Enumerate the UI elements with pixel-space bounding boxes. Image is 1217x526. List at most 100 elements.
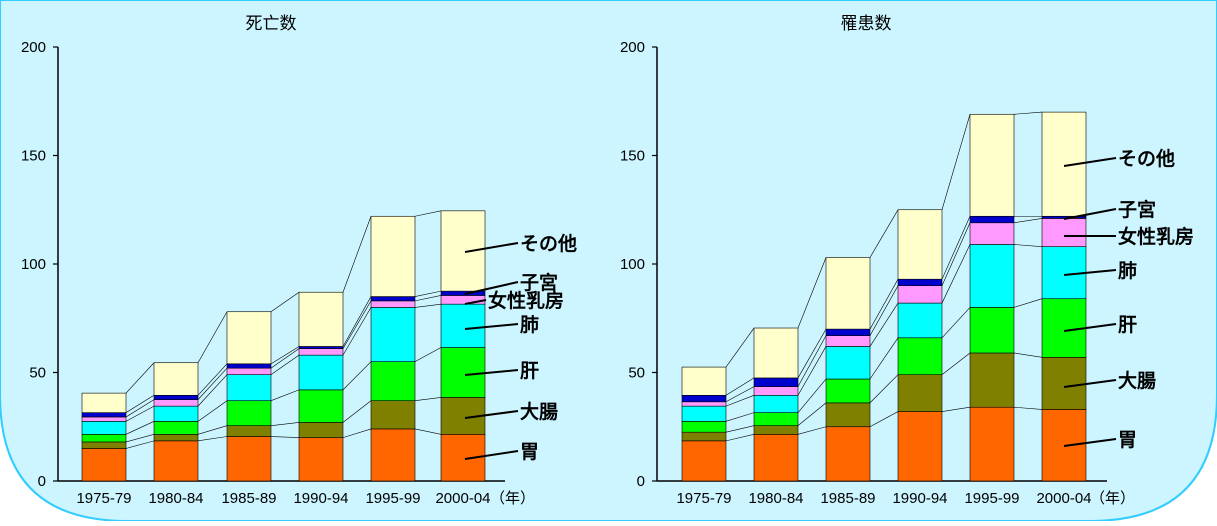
bar-segment: [370, 296, 416, 302]
bar-segment: [226, 400, 272, 426]
bar-segment: [153, 434, 199, 442]
connector-line: [342, 307, 372, 356]
bar-segment: [825, 426, 871, 482]
bar-segment: [681, 394, 727, 403]
bar-segment: [825, 335, 871, 347]
connector-line: [797, 335, 827, 387]
connector-line: [797, 402, 827, 426]
series-label: 肝: [1118, 314, 1137, 336]
bar-segment: [153, 399, 199, 407]
series-label: 女性乳房: [1118, 225, 1194, 248]
connector-line: [869, 411, 899, 428]
connector-line: [941, 406, 971, 412]
legend-pointer: [464, 410, 519, 419]
bar-segment: [825, 402, 871, 428]
bar-segment: [153, 362, 199, 396]
bar-segment: [440, 347, 486, 398]
y-tick-label: 0: [637, 473, 645, 490]
connector-line: [1013, 244, 1043, 247]
connector-line: [941, 114, 971, 210]
bar-segment: [825, 378, 871, 404]
bar-segment: [1041, 298, 1087, 358]
connector-line: [270, 422, 300, 426]
connector-line: [797, 378, 827, 413]
bar-segment: [440, 295, 486, 305]
connector-line: [725, 425, 755, 433]
bar-segment: [897, 411, 943, 482]
x-tick-label: 1985-89: [221, 490, 276, 507]
connector-line: [1013, 352, 1043, 358]
connector-line: [197, 374, 228, 407]
bar-segment: [81, 441, 127, 449]
bar-segment: [153, 405, 199, 422]
bar-segment: [298, 291, 344, 347]
connector-line: [725, 412, 755, 422]
series-label: その他: [520, 232, 577, 255]
connector-line: [414, 347, 442, 362]
bar-segment: [681, 440, 727, 482]
connector-line: [869, 374, 899, 404]
connector-line: [725, 377, 755, 396]
connector-line: [197, 367, 228, 400]
legend-pointer: [464, 242, 519, 253]
bar-segment: [81, 434, 127, 443]
bar-segment: [1041, 357, 1087, 410]
legend-pointer: [1063, 157, 1117, 167]
x-tick-label: 1975-79: [76, 490, 131, 507]
bar-segment: [969, 222, 1015, 245]
chart-2: 罹患数 0 50 100 150 200 1975-79 1980-84 1985-89 1990…: [620, 14, 1194, 507]
bar-segment: [298, 389, 344, 423]
bar-segment: [81, 416, 127, 422]
connector-line: [414, 295, 442, 302]
bar-segment: [226, 363, 272, 369]
chart-1: 死亡数 0 50 100 150 200 1975-79 1980-84 1985-89 1990…: [21, 14, 577, 507]
connector-line: [270, 389, 300, 401]
connector-line: [797, 346, 827, 396]
legend-pointer: [464, 369, 519, 376]
x-tick-label: 1995-99: [964, 490, 1019, 507]
bar-segment: [897, 278, 943, 287]
connector-line: [125, 405, 155, 422]
bar-segment: [298, 346, 344, 349]
connector-line: [869, 285, 899, 336]
connector-line: [197, 400, 228, 422]
connector-line: [869, 209, 899, 258]
bar-segment: [753, 394, 799, 413]
x-tick-label: 1980-84: [148, 490, 203, 507]
connector-line: [197, 436, 228, 442]
connector-line: [797, 328, 827, 379]
y-tick-label: 100: [620, 256, 645, 273]
legend-pointer: [1063, 438, 1117, 447]
bar-segment: [897, 374, 943, 412]
connector-line: [725, 434, 755, 442]
legend-pointer: [1063, 208, 1117, 220]
x-unit-label: （年）: [1090, 490, 1135, 507]
series-label: 胃: [520, 441, 539, 463]
connector-line: [342, 296, 372, 347]
series-label: 肝: [520, 360, 539, 382]
bar-segment: [81, 421, 127, 435]
bar-segment: [825, 257, 871, 330]
connector-line: [125, 399, 155, 418]
y-tick-label: 50: [29, 365, 46, 382]
bar-segment: [753, 412, 799, 426]
bar-segment: [681, 401, 727, 407]
bar-segment: [753, 425, 799, 435]
bar-segment: [825, 328, 871, 336]
bar-segment: [897, 285, 943, 304]
bar-segment: [153, 440, 199, 482]
bar-segment: [969, 215, 1015, 224]
connector-line: [197, 425, 228, 435]
x-tick-label: 1990-94: [892, 490, 947, 507]
bar-segment: [440, 434, 486, 482]
x-unit-label: （年）: [490, 490, 535, 507]
connector-line: [125, 362, 155, 394]
connector-line: [414, 210, 442, 217]
connector-line: [725, 395, 755, 407]
bar-segment: [753, 327, 799, 379]
connector-line: [941, 222, 971, 286]
connector-line: [125, 434, 155, 443]
connector-line: [941, 244, 971, 304]
bar-segment: [81, 412, 127, 418]
connector-line: [869, 337, 899, 380]
